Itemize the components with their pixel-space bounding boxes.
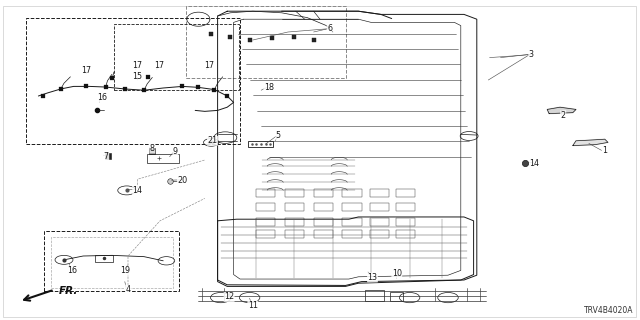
Bar [147,154,179,163]
Bar [370,218,389,226]
Bar [390,292,403,301]
Bar [314,203,333,211]
Bar [370,203,389,211]
Polygon shape [573,139,608,146]
Text: 17: 17 [154,61,164,70]
Bar [95,255,113,262]
Text: 17: 17 [204,61,214,70]
Bar [314,189,333,197]
Circle shape [208,141,214,144]
Bar [285,203,304,211]
Text: 12: 12 [224,292,234,301]
Bar [314,230,333,238]
Text: 9: 9 [173,148,178,156]
Text: 14: 14 [132,186,143,195]
Bar [370,189,389,197]
Text: TRV4B4020A: TRV4B4020A [584,306,634,315]
Bar [285,218,304,226]
Text: 10: 10 [392,269,402,278]
Bar [256,218,275,226]
Bar [114,24,239,90]
Text: 20: 20 [177,176,188,185]
Bar [26,18,240,144]
Text: 16: 16 [67,266,77,275]
Polygon shape [547,107,576,114]
Bar [342,189,362,197]
Bar [342,230,362,238]
Text: 11: 11 [248,301,258,310]
Text: 1: 1 [602,146,607,155]
Text: 2: 2 [561,111,566,120]
Text: 17: 17 [132,61,143,70]
Text: 3: 3 [529,50,534,59]
Text: 16: 16 [97,93,108,102]
Bar [186,6,346,78]
Text: 19: 19 [120,266,131,275]
Text: 21: 21 [207,136,218,145]
Bar [285,189,304,197]
Bar [256,189,275,197]
Bar [365,290,384,301]
Text: 13: 13 [367,273,378,282]
Bar [396,189,415,197]
Bar [396,230,415,238]
Bar [396,203,415,211]
Text: 18: 18 [264,84,274,92]
Text: 14: 14 [529,159,540,168]
Bar [285,230,304,238]
Text: 7: 7 [104,152,109,161]
Text: 4: 4 [125,285,131,294]
Text: 17: 17 [81,66,92,75]
Bar [342,203,362,211]
Bar [51,237,173,288]
Bar [248,141,273,147]
Bar [342,218,362,226]
Bar [396,218,415,226]
Bar [256,203,275,211]
Bar [370,230,389,238]
Text: 8: 8 [150,144,155,153]
Text: 6: 6 [327,24,332,33]
Bar [44,231,179,291]
Bar [256,230,275,238]
Text: FR.: FR. [59,285,78,296]
Text: 5: 5 [276,132,281,140]
Text: 15: 15 [132,72,143,81]
Bar [314,218,333,226]
